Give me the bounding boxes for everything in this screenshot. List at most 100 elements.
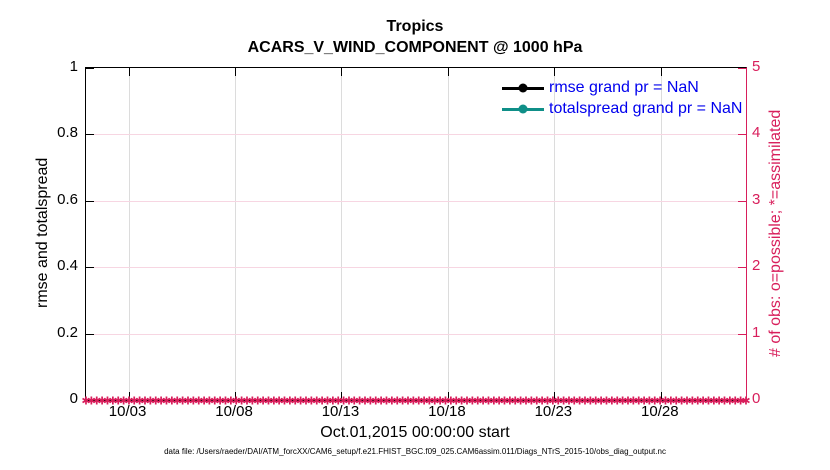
left-tick-mark — [86, 68, 94, 69]
assimilated-marker: ✱ — [655, 394, 665, 408]
assimilated-marker: ✱ — [408, 394, 418, 408]
assimilated-marker: ✱ — [204, 394, 215, 408]
x-tick-mark-bottom — [341, 392, 343, 400]
right-tick-label: 3 — [752, 190, 761, 208]
assimilated-marker: ✱ — [516, 394, 526, 408]
assimilated-marker: ✱ — [172, 394, 182, 408]
assimilated-marker: ✱ — [231, 394, 241, 408]
assimilated-marker: ✱ — [92, 394, 102, 408]
assimilated-marker: ✱ — [440, 394, 451, 408]
assimilated-marker: ✱ — [430, 394, 440, 408]
right-tick-label: 0 — [752, 390, 761, 407]
assimilated-marker: ✱ — [253, 394, 263, 408]
assimilated-marker: ✱ — [338, 394, 349, 408]
assimilated-marker: ✱ — [585, 394, 595, 408]
assimilated-marker: ✱ — [677, 394, 687, 408]
x-tick-mark-bottom — [447, 392, 449, 400]
left-tick-label: 0.4 — [57, 257, 78, 275]
assimilated-marker: ✱ — [601, 394, 612, 408]
h-gridline — [86, 333, 746, 335]
assimilated-marker: ✱ — [333, 394, 343, 408]
assimilated-marker: ✱ — [730, 394, 740, 408]
assimilated-marker: ✱ — [317, 394, 327, 408]
assimilated-marker: ✱ — [177, 394, 188, 408]
v-gridline — [235, 68, 237, 400]
assimilated-marker: ✱ — [242, 394, 252, 408]
assimilated-marker: ✱ — [564, 394, 574, 408]
assimilated-marker: ✱ — [617, 394, 628, 408]
assimilated-marker: ✱ — [237, 394, 247, 408]
right-tick-label: 4 — [752, 124, 761, 142]
assimilated-marker: ✱ — [290, 394, 300, 408]
assimilated-marker: ✱ — [301, 394, 311, 408]
left-tick-label: 0 — [69, 390, 78, 407]
assimilated-marker: ✱ — [521, 394, 531, 408]
assimilated-marker: ✱ — [226, 394, 236, 408]
assimilated-marker: ✱ — [414, 394, 424, 408]
assimilated-marker: ✱ — [355, 394, 365, 408]
x-tick-label: 10/23 — [534, 403, 573, 420]
assimilated-marker: ✱ — [274, 394, 284, 408]
x-tick-mark-top — [235, 68, 237, 76]
x-tick-mark-bottom — [235, 392, 237, 400]
assimilated-marker: ✱ — [532, 394, 542, 408]
legend-entry-label: totalspread grand pr = NaN — [549, 100, 743, 117]
assimilated-marker: ✱ — [575, 394, 585, 408]
left-tick-label: 0.8 — [57, 124, 78, 142]
assimilated-marker: ✱ — [118, 394, 129, 408]
right-tick-mark — [738, 134, 746, 136]
assimilated-marker: ✱ — [424, 394, 435, 408]
assimilated-marker: ✱ — [140, 394, 150, 408]
v-gridline — [341, 68, 343, 400]
chart-title: Tropics — [386, 18, 444, 35]
left-tick-mark — [86, 333, 94, 335]
assimilated-marker: ✱ — [698, 394, 708, 408]
plot-area: rmse grand pr = NaN totalspread grand pr … — [81, 67, 751, 407]
x-tick-mark-bottom — [660, 392, 662, 400]
assimilated-marker: ✱ — [344, 394, 354, 408]
left-tick-mark — [86, 400, 94, 401]
assimilated-marker: ✱ — [451, 394, 461, 408]
assimilated-marker: ✱ — [660, 394, 671, 408]
x-tick-label: 10/03 — [108, 403, 147, 420]
assimilated-marker: ✱ — [403, 394, 413, 408]
assimilated-marker: ✱ — [741, 394, 751, 408]
h-gridline — [86, 200, 746, 202]
v-gridline — [554, 68, 556, 400]
assimilated-marker: ✱ — [135, 394, 145, 408]
assimilated-marker: ✱ — [671, 394, 681, 408]
assimilated-marker: ✱ — [312, 394, 322, 408]
right-tick-label: 5 — [752, 58, 761, 75]
left-tick-mark — [86, 200, 94, 202]
legend-entry: totalspread grand pr = NaN — [502, 99, 742, 119]
assimilated-marker: ✱ — [591, 394, 601, 408]
assimilated-marker: ✱ — [102, 394, 113, 408]
x-tick-mark-top — [128, 68, 130, 76]
h-gridline — [86, 134, 746, 136]
assimilated-marker: ✱ — [247, 394, 257, 408]
assimilated-marker: ✱ — [167, 394, 177, 408]
right-axis-label: # of obs: o=possible; *=assimilated — [767, 109, 784, 357]
assimilated-marker: ✱ — [558, 394, 569, 408]
chart-subtitle: ACARS_V_WIND_COMPONENT @ 1000 hPa — [247, 39, 583, 56]
assimilated-marker: ✱ — [526, 394, 536, 408]
x-tick-label: 10/08 — [215, 403, 253, 420]
assimilated-marker: ✱ — [156, 394, 166, 408]
x-tick-mark-bottom — [554, 392, 556, 400]
right-tick-mark — [738, 267, 746, 269]
assimilated-marker: ✱ — [129, 394, 139, 408]
left-tick-label: 0.2 — [57, 323, 78, 341]
assimilated-marker: ✱ — [542, 394, 553, 408]
assimilated-marker: ✱ — [666, 394, 676, 408]
x-tick-mark-top — [554, 68, 556, 76]
assimilated-marker: ✱ — [387, 394, 397, 408]
assimilated-marker: ✱ — [360, 394, 370, 408]
assimilated-marker: ✱ — [86, 394, 96, 408]
assimilated-marker: ✱ — [220, 394, 231, 408]
assimilated-marker: ✱ — [714, 394, 724, 408]
assimilated-marker: ✱ — [108, 394, 118, 408]
assimilated-marker: ✱ — [263, 394, 274, 408]
assimilated-marker: ✱ — [548, 394, 558, 408]
assimilated-marker: ✱ — [462, 394, 472, 408]
